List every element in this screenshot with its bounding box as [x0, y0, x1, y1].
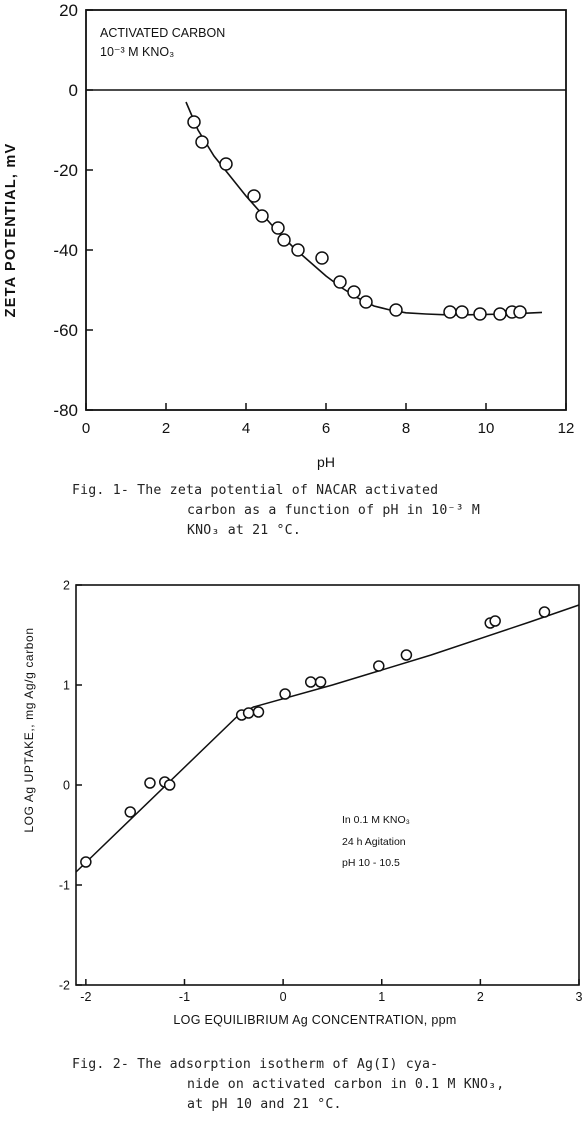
figure-1-data-point [513, 305, 527, 319]
figure-1-x-tick-label: 8 [402, 420, 410, 437]
figure-2-x-tick-label: 2 [477, 990, 484, 1004]
figure-1-y-tick-label: -40 [53, 241, 78, 260]
figure-1-y-tick-label: -60 [53, 321, 78, 340]
figure-1-x-tick-label: 2 [162, 420, 170, 437]
figure-1-caption: Fig. 1- The zeta potential of NACAR acti… [72, 481, 480, 541]
figure-1-y-tick-label: 20 [59, 1, 78, 20]
figure-1-plot-frame [85, 9, 567, 411]
figure-1-fit-curve [185, 101, 543, 316]
figure-2-y-tick-label: -1 [59, 879, 70, 893]
figure-1-data-point [443, 305, 457, 319]
figure-1-caption-line-1: Fig. 1- The zeta potential of NACAR acti… [72, 483, 439, 498]
figure-2-data-point [304, 676, 317, 688]
figure-1-data-point [195, 135, 209, 149]
figure-1-data-point [271, 221, 285, 235]
figure-2-data-points [80, 606, 551, 868]
figure-1-x-tick-label: 6 [322, 420, 330, 437]
figure-2-data-point [163, 779, 176, 791]
figure-1-data-point [493, 307, 507, 321]
figure-2-caption-line-2: nide on activated carbon in 0.1 M KNO₃, [187, 1077, 505, 1092]
figure-1-data-point [291, 243, 305, 257]
figure-1-x-tick-label: 0 [82, 420, 90, 437]
figure-1-data-point [333, 275, 347, 289]
figure-2-y-tick-label: 2 [63, 579, 70, 593]
figure-1-caption-line-3: KNO₃ at 21 °C. [187, 523, 301, 538]
figure-2-data-point [314, 676, 327, 688]
figure-1-data-point [359, 295, 373, 309]
figure-2-chart: 2 1 0 -1 -2 -2 -1 0 1 2 3 In 0.1 M KNO₃ 24 h Agit… [22, 579, 583, 1028]
figure-2-x-tick-label: 3 [576, 990, 583, 1004]
figure-2-data-point [489, 615, 501, 627]
figure-1-caption-line-2: carbon as a function of pH in 10⁻³ M [187, 503, 481, 518]
figure-1-y-tick-label: 0 [69, 81, 78, 100]
figure-1-y-tick-label: -80 [53, 401, 78, 420]
figure-1-annotation-line-1: ACTIVATED CARBON [100, 26, 225, 40]
figure-2-x-ticks: -2 -1 0 1 2 3 [80, 979, 583, 1004]
figure-2-data-point [124, 806, 136, 818]
figure-1-x-ticks: 0 2 4 6 8 10 12 [82, 403, 575, 437]
figure-1-y-ticks: 20 0 -20 -40 -60 -80 [53, 1, 93, 420]
figure-2-x-axis-label: LOG EQUILIBRIUM Ag CONCENTRATION, ppm [173, 1013, 456, 1027]
figure-1-chart: 20 0 -20 -40 -60 -80 0 2 4 6 8 10 12 ACTIVATED CARB… [3, 1, 574, 470]
figure-2-caption-line-1: Fig. 2- The adsorption isotherm of Ag(I)… [72, 1057, 439, 1072]
figure-2-data-point [373, 660, 385, 672]
figure-2-x-tick-label: 1 [378, 990, 385, 1004]
figure-2-data-point [252, 706, 265, 718]
figure-1-y-tick-label: -20 [53, 161, 78, 180]
figure-1-data-point [187, 115, 201, 129]
figure-1-data-point [247, 189, 261, 203]
figure-1-x-tick-label: 12 [558, 420, 575, 437]
figure-1-data-point [455, 305, 469, 319]
figure-2-fit-curve [75, 604, 580, 873]
figure-2-annotation-line-2: 24 h Agitation [342, 836, 406, 848]
figure-2-y-tick-label: 0 [63, 779, 70, 793]
figure-1-x-axis-label: pH [317, 454, 335, 470]
figure-2-x-tick-label: -1 [179, 990, 190, 1004]
figure-2-y-axis-label: LOG Ag UPTAKE,, mg Ag/g carbon [22, 627, 36, 832]
figure-2-data-point [80, 856, 92, 868]
figure-2-caption-line-3: at pH 10 and 21 °C. [187, 1097, 342, 1112]
figure-2-annotation-line-3: pH 10 - 10.5 [342, 857, 400, 869]
figure-1-data-points [187, 115, 527, 321]
figure-2-x-tick-label: 0 [280, 990, 287, 1004]
figure-1-annotation-line-2: 10⁻³ M KNO₃ [100, 45, 174, 59]
figure-2-data-point [538, 606, 551, 618]
figure-1-data-point [277, 233, 291, 247]
figure-2-x-tick-label: -2 [80, 990, 91, 1004]
figure-2-data-point [144, 777, 156, 789]
figure-2-data-point [279, 688, 291, 700]
figure-1-y-axis-label: ZETA POTENTIAL, mV [3, 143, 19, 318]
figure-2-y-tick-label: -2 [59, 979, 70, 993]
figure-1-data-point [315, 251, 329, 265]
figure-2-data-point [400, 649, 413, 661]
figure-1-data-point [347, 285, 361, 299]
figure-2-y-ticks: 2 1 0 -1 -2 [59, 579, 82, 993]
figure-1-x-tick-label: 10 [478, 420, 495, 437]
figure-1-data-point [389, 303, 403, 317]
figure-1-data-point [473, 307, 487, 321]
figure-2-caption: Fig. 2- The adsorption isotherm of Ag(I)… [72, 1055, 504, 1115]
figure-2-y-tick-label: 1 [63, 679, 70, 693]
figure-1-x-tick-label: 4 [242, 420, 250, 437]
figure-2-data-point [242, 707, 255, 719]
figure-1-data-point [255, 209, 269, 223]
figure-1-data-point [219, 157, 233, 171]
figure-2-annotation-line-1: In 0.1 M KNO₃ [342, 814, 410, 826]
